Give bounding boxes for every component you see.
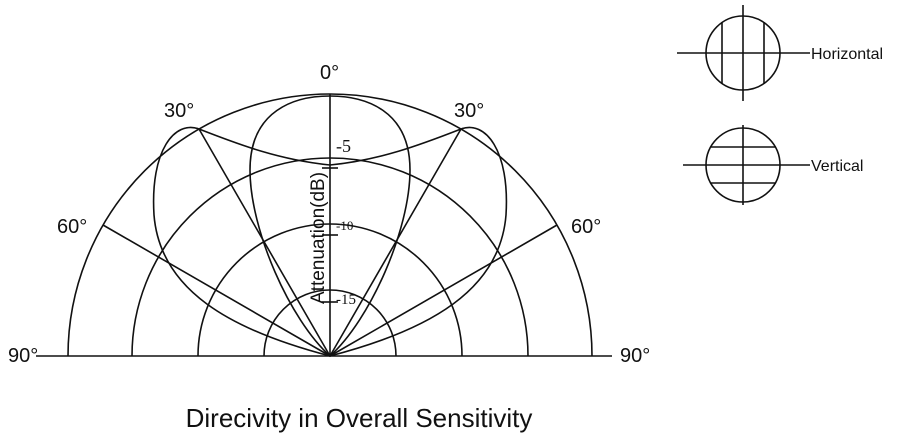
ring-label-5: -5: [336, 136, 351, 156]
legend-vertical: Vertical: [683, 125, 863, 205]
angle-label-right-60: 60°: [571, 216, 601, 238]
radial-right-60: [329, 224, 558, 357]
radial-left-30: [198, 128, 331, 357]
angle-label-left-30: 30°: [164, 100, 194, 122]
axis-ticks: [322, 167, 338, 303]
radial-left-60: [102, 224, 331, 357]
axis-label: Attenuation(dB): [308, 172, 329, 304]
wide-pattern-curve: [152, 126, 508, 357]
angle-label-left-60: 60°: [57, 216, 87, 238]
angle-label-left-90: 90°: [8, 345, 38, 367]
ring-label-10: -10: [336, 218, 353, 233]
ring-label-15: -15: [336, 292, 356, 308]
legend-horizontal: Horizontal: [677, 5, 883, 101]
narrow-pattern-curve: [249, 95, 411, 358]
radial-lines: [102, 94, 558, 357]
legend-vertical-label: Vertical: [811, 158, 863, 175]
angle-label-right-90: 90°: [620, 345, 650, 367]
diagram-title: Direcivity in Overall Sensitivity: [186, 403, 533, 433]
angle-label-right-30: 30°: [454, 100, 484, 122]
legend-horizontal-label: Horizontal: [811, 46, 883, 63]
angle-label-0: 0°: [320, 62, 339, 84]
radial-right-30: [329, 128, 462, 357]
